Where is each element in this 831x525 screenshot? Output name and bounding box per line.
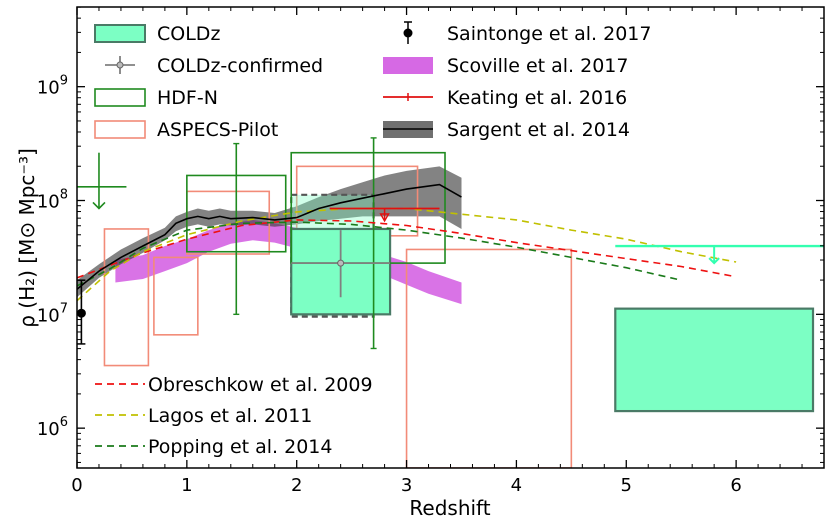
aspecs-legend-symbol xyxy=(94,120,146,139)
x-tick-label: 3 xyxy=(401,475,412,496)
confirmed-legend-label: COLDz-confirmed xyxy=(157,55,323,77)
legend-coldz-patch xyxy=(94,24,146,43)
sargent-band xyxy=(77,166,462,298)
aspecs-box xyxy=(103,228,150,367)
hdfn-legend-label: HDF-N xyxy=(157,87,218,109)
x-tick-label: 0 xyxy=(71,475,82,496)
x-tick-label: 6 xyxy=(730,475,741,496)
scoville-legend-label: Scoville et al. 2017 xyxy=(447,55,628,77)
x-tick-label: 2 xyxy=(291,475,302,496)
scoville-legend-symbol xyxy=(383,57,433,74)
legend-confirmed-point xyxy=(116,61,124,69)
saintonge-legend-symbol xyxy=(403,21,413,44)
confirmed-point xyxy=(337,259,345,267)
obreschkow-model-line xyxy=(77,219,737,279)
saintonge-legend-label: Saintonge et al. 2017 xyxy=(447,23,651,45)
keating-legend-label: Keating et al. 2016 xyxy=(447,87,627,109)
popping-model-line xyxy=(77,221,682,287)
legend-hdfn-patch xyxy=(94,88,146,107)
sargent-legend-label: Sargent et al. 2014 xyxy=(447,119,630,141)
x-axis-title: Redshift xyxy=(409,496,490,520)
y-tick-label: 108 xyxy=(37,188,68,213)
x-tick-label: 4 xyxy=(511,475,522,496)
aspecs-legend-label: ASPECS-Pilot xyxy=(157,119,278,141)
y-tick-label: 107 xyxy=(37,301,68,326)
confirmed-legend-symbol xyxy=(105,56,135,74)
aspecs-box xyxy=(153,256,199,336)
y-tick-label: 106 xyxy=(37,415,68,440)
legend-saintonge-point xyxy=(403,28,413,38)
legend-aspecs-patch xyxy=(94,120,146,139)
popping-legend-label: Popping et al. 2014 xyxy=(148,436,332,458)
keating-legend-symbol xyxy=(383,93,433,101)
coldz-legend-label: COLDz xyxy=(157,23,220,45)
hdfn-legend-symbol xyxy=(94,88,146,107)
keating-arrow xyxy=(379,213,390,223)
sargent-median-line xyxy=(77,183,462,290)
plot-area xyxy=(77,137,824,468)
lagos-legend-label: Lagos et al. 2011 xyxy=(148,405,312,427)
aspecs-box xyxy=(405,248,573,468)
coldz-box xyxy=(614,307,815,413)
saintonge-point xyxy=(77,308,86,318)
legend-scoville-patch xyxy=(383,57,433,74)
y-tick-label: 109 xyxy=(37,74,68,99)
x-tick-label: 1 xyxy=(181,475,192,496)
coldz-limit-arrow xyxy=(708,257,720,265)
coldz-legend-symbol xyxy=(94,24,146,43)
y-axis-title: ρ (H₂) [M⊙ Mpc⁻³] xyxy=(15,148,39,328)
sargent-legend-symbol xyxy=(383,121,433,138)
scoville-band xyxy=(115,219,462,305)
x-tick-label: 5 xyxy=(621,475,632,496)
hdfn-limit-arrow xyxy=(92,201,106,210)
obreschkow-legend-label: Obreschkow et al. 2009 xyxy=(148,374,373,396)
